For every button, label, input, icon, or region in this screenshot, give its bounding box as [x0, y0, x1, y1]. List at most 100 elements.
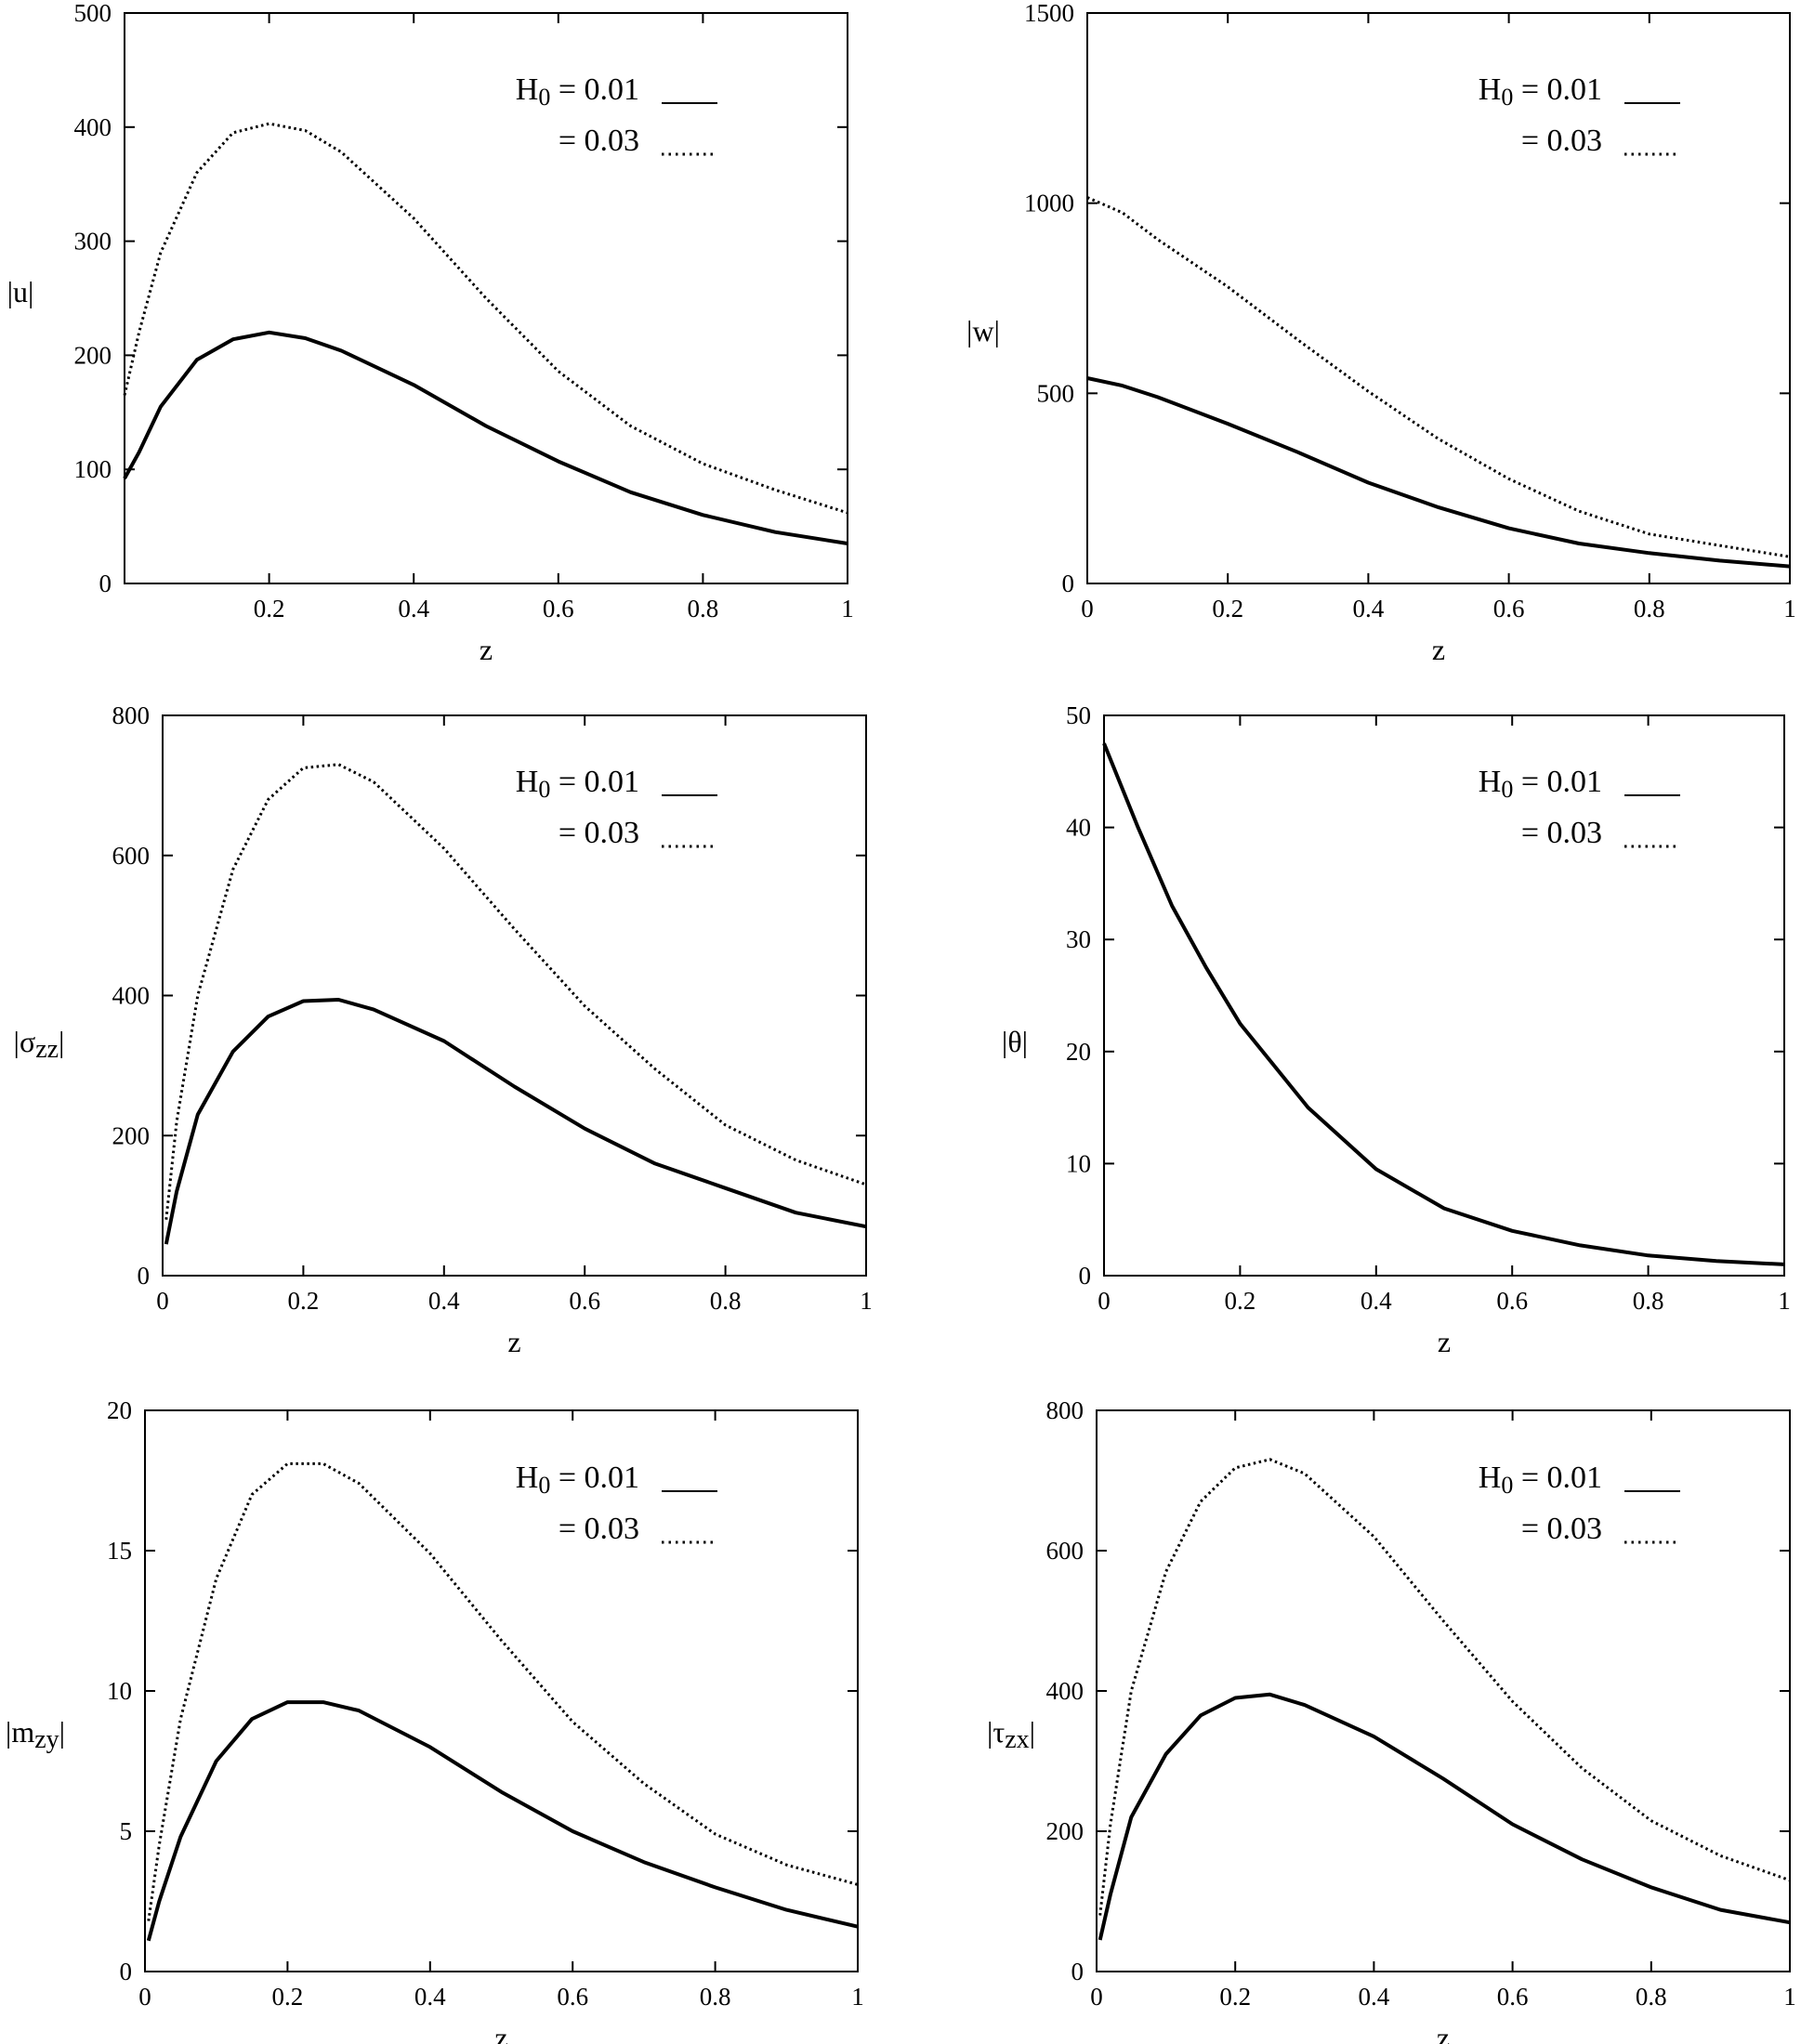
y-tick-label: 600: [1046, 1537, 1085, 1565]
y-tick-label: 100: [74, 455, 112, 483]
y-tick-label: 15: [107, 1537, 132, 1565]
legend-label: = 0.03: [559, 1512, 639, 1546]
x-tick-label: 0: [1098, 1287, 1111, 1315]
x-tick-label: 0.6: [1493, 595, 1525, 622]
y-tick-label: 200: [1046, 1817, 1085, 1845]
legend: H0 = 0.01 = 0.03: [1479, 72, 1680, 158]
legend-label: = 0.03: [1521, 124, 1602, 158]
x-tick-label: 0.8: [1634, 595, 1665, 622]
y-axis-label: |mzy|: [6, 1715, 65, 1754]
series-line-h0-001: [1086, 376, 1791, 569]
x-axis-label: z: [507, 1325, 520, 1358]
y-tick-label: 20: [107, 1396, 132, 1424]
x-axis-label: z: [1432, 633, 1445, 666]
legend: H0 = 0.01 = 0.03: [516, 765, 717, 850]
series-line-h0-001: [164, 998, 867, 1245]
series-line-h0-001: [1098, 1692, 1791, 1941]
y-tick-label: 800: [1046, 1396, 1085, 1424]
y-tick-label: 200: [74, 341, 112, 369]
legend: H0 = 0.01 = 0.03: [516, 1461, 717, 1546]
y-tick-label: 0: [138, 1262, 151, 1290]
x-tick-label: 1: [1783, 1983, 1796, 2011]
x-tick-label: 1: [860, 1287, 873, 1315]
legend-label: = 0.03: [1521, 816, 1602, 850]
y-tick-label: 1000: [1024, 190, 1074, 217]
y-tick-label: 40: [1066, 814, 1091, 842]
y-tick-label: 300: [74, 228, 112, 256]
y-axis-label: |u|: [7, 275, 34, 308]
series-line-h0-001: [146, 1700, 859, 1942]
legend-label: H0 = 0.01: [1479, 72, 1602, 111]
x-tick-label: 0.2: [254, 595, 285, 622]
legend-label: = 0.03: [1521, 1512, 1602, 1546]
x-tick-label: 1: [851, 1983, 864, 2011]
y-tick-label: 50: [1066, 701, 1091, 729]
x-tick-label: 0.2: [1225, 1287, 1256, 1315]
x-tick-label: 0.4: [1361, 1287, 1392, 1315]
plot-frame: [1086, 12, 1791, 584]
x-tick-label: 0: [138, 1983, 151, 2011]
y-tick-label: 200: [112, 1121, 151, 1149]
x-tick-label: 0: [156, 1287, 169, 1315]
x-tick-label: 0.6: [543, 595, 574, 622]
y-tick-label: 10: [107, 1677, 132, 1705]
series-line-h0-001: [1102, 742, 1785, 1266]
x-tick-label: 0.2: [1212, 595, 1243, 622]
y-axis-label: |θ|: [1002, 1025, 1028, 1058]
series-line-h0-003: [1086, 196, 1791, 558]
x-tick-label: 0.4: [414, 1983, 446, 2011]
y-tick-label: 30: [1066, 925, 1091, 953]
series-line-h0-001: [123, 330, 848, 545]
x-tick-label: 0: [1090, 1983, 1103, 2011]
x-tick-label: 0.6: [557, 1983, 588, 2011]
legend-label: H0 = 0.01: [1479, 765, 1602, 803]
y-tick-label: 0: [1079, 1262, 1092, 1290]
y-tick-label: 400: [74, 113, 112, 141]
x-tick-label: 1: [1783, 595, 1796, 622]
x-tick-label: 0.2: [1219, 1983, 1251, 2011]
y-tick-label: 0: [120, 1958, 133, 1985]
y-axis-label: |w|: [966, 314, 1000, 347]
x-tick-label: 0.8: [688, 595, 719, 622]
y-tick-label: 500: [1037, 379, 1075, 407]
series-line-h0-003: [123, 122, 848, 515]
legend: H0 = 0.01 = 0.03: [1479, 765, 1680, 850]
x-tick-label: 0.4: [398, 595, 429, 622]
legend-label: H0 = 0.01: [516, 765, 639, 803]
legend-label: H0 = 0.01: [516, 1461, 639, 1499]
x-tick-label: 0.2: [288, 1287, 320, 1315]
legend-label: = 0.03: [559, 816, 639, 850]
y-tick-label: 5: [120, 1817, 133, 1845]
plot-frame: [124, 12, 848, 584]
series-line-h0-003: [1098, 1458, 1791, 1916]
x-tick-label: 0.6: [1497, 1983, 1529, 2011]
y-tick-label: 0: [99, 570, 112, 597]
x-tick-label: 1: [841, 595, 854, 622]
x-tick-label: 0.8: [700, 1983, 731, 2011]
y-tick-label: 10: [1066, 1149, 1091, 1177]
x-tick-label: 0.8: [1633, 1287, 1664, 1315]
y-tick-label: 600: [112, 842, 151, 870]
legend-label: H0 = 0.01: [1479, 1461, 1602, 1499]
series-line-h0-003: [147, 1461, 859, 1921]
y-tick-label: 20: [1066, 1038, 1091, 1066]
y-tick-label: 400: [112, 982, 151, 1010]
chart-panel-1: 0.2 0.4 0.6 0.8 1 0 100 200 300 400 500 z |u| H0 = 0.…: [7, 0, 854, 666]
legend-label: H0 = 0.01: [516, 72, 639, 111]
x-tick-label: 0.4: [1359, 1983, 1390, 2011]
y-axis-label: |σzz|: [14, 1025, 65, 1064]
y-tick-label: 0: [1071, 1958, 1085, 1985]
x-tick-label: 0.6: [569, 1287, 600, 1315]
chart-panel-6: 0 0.2 0.4 0.6 0.8 1 0 200 400 600 800 z |τzx| H0 = 0.…: [987, 1396, 1796, 2044]
y-tick-label: 800: [112, 701, 151, 729]
legend-label: = 0.03: [559, 124, 639, 158]
x-axis-label: z: [1438, 1325, 1451, 1358]
x-axis-label: z: [480, 633, 493, 666]
y-tick-label: 400: [1046, 1677, 1085, 1705]
legend: H0 = 0.01 = 0.03: [1479, 1461, 1680, 1546]
y-axis-label: |τzx|: [987, 1715, 1035, 1754]
x-tick-label: 0.4: [428, 1287, 460, 1315]
